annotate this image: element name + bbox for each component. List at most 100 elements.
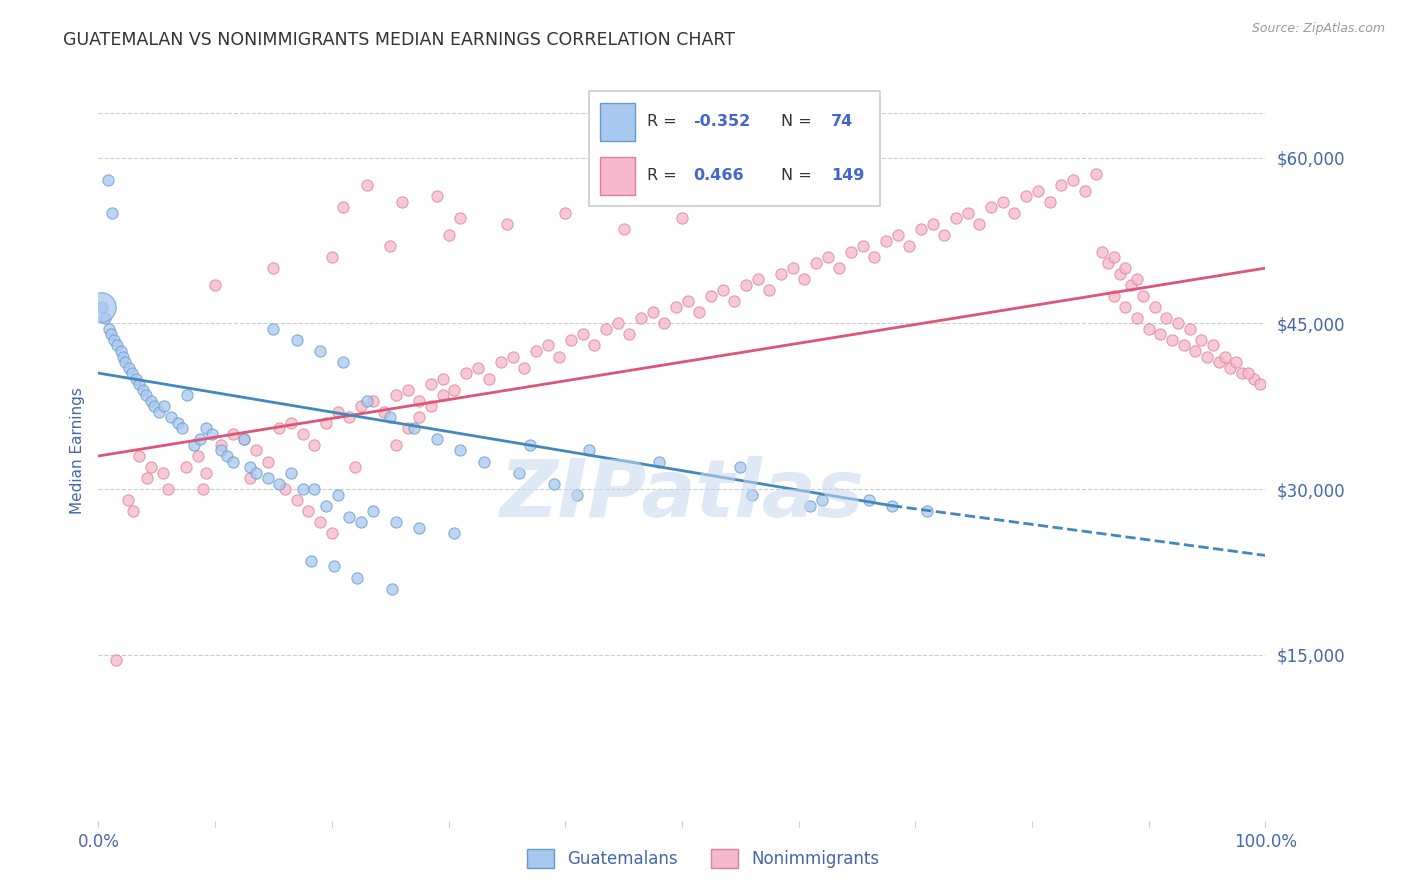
Point [519, 438, 541, 452]
Point [735, 277, 758, 292]
Point [396, 383, 419, 397]
Point [852, 239, 875, 253]
Point [118, 360, 141, 375]
Point [201, 426, 224, 441]
Point [157, 482, 180, 496]
Point [1202, 338, 1225, 352]
Point [432, 371, 454, 385]
Point [548, 350, 571, 364]
Point [898, 239, 921, 253]
Point [647, 454, 669, 468]
Y-axis label: Median Earnings: Median Earnings [69, 387, 84, 514]
Point [1026, 184, 1049, 198]
Point [1114, 300, 1136, 314]
Point [730, 460, 752, 475]
Point [103, 333, 125, 347]
Point [804, 255, 827, 269]
Point [187, 449, 209, 463]
Point [560, 333, 582, 347]
Point [128, 449, 150, 463]
Point [583, 338, 606, 352]
Point [159, 410, 181, 425]
Point [332, 200, 354, 214]
Point [321, 526, 343, 541]
Point [956, 206, 979, 220]
Point [132, 383, 155, 397]
Point [373, 405, 395, 419]
Point [176, 388, 198, 402]
Point [321, 250, 343, 264]
Point [309, 516, 332, 530]
Point [921, 217, 943, 231]
Point [420, 377, 443, 392]
Point [758, 283, 780, 297]
Point [90, 300, 112, 314]
Point [1154, 310, 1177, 325]
Point [630, 310, 652, 325]
Point [945, 211, 967, 226]
Point [233, 433, 256, 447]
Point [337, 410, 360, 425]
Point [183, 438, 205, 452]
Point [1167, 317, 1189, 331]
Point [863, 250, 886, 264]
Point [385, 516, 408, 530]
Point [139, 393, 162, 408]
Point [1085, 167, 1108, 181]
Point [606, 317, 628, 331]
Point [858, 493, 880, 508]
Point [110, 344, 132, 359]
Point [280, 466, 302, 480]
Point [356, 178, 378, 193]
Point [239, 471, 262, 485]
Point [323, 559, 346, 574]
Point [297, 504, 319, 518]
Point [148, 405, 170, 419]
Point [326, 405, 349, 419]
Point [1219, 360, 1241, 375]
Point [233, 433, 256, 447]
Point [245, 466, 267, 480]
Point [262, 322, 284, 336]
Point [337, 509, 360, 524]
Point [443, 526, 465, 541]
Point [344, 460, 367, 475]
Point [408, 393, 430, 408]
Text: GUATEMALAN VS NONIMMIGRANTS MEDIAN EARNINGS CORRELATION CHART: GUATEMALAN VS NONIMMIGRANTS MEDIAN EARNI… [63, 31, 735, 49]
Point [396, 421, 419, 435]
Point [711, 283, 734, 297]
Point [1097, 255, 1119, 269]
Point [152, 399, 174, 413]
Point [139, 460, 162, 475]
Point [1137, 322, 1160, 336]
Point [980, 200, 1002, 214]
Point [269, 476, 291, 491]
Point [381, 582, 404, 596]
Point [194, 466, 217, 480]
Point [443, 383, 465, 397]
Point [111, 350, 134, 364]
Point [274, 482, 297, 496]
Point [578, 443, 600, 458]
Point [174, 460, 197, 475]
Point [817, 250, 839, 264]
Point [1208, 355, 1230, 369]
Point [665, 300, 688, 314]
Point [537, 338, 560, 352]
Point [256, 454, 278, 468]
Point [723, 294, 745, 309]
Point [97, 322, 120, 336]
Point [688, 305, 710, 319]
Point [90, 300, 112, 314]
Point [280, 416, 302, 430]
Point [350, 516, 373, 530]
Point [291, 482, 314, 496]
Point [1184, 344, 1206, 359]
Point [380, 410, 402, 425]
Point [1143, 300, 1166, 314]
Point [472, 454, 495, 468]
Point [309, 344, 332, 359]
Point [117, 493, 139, 508]
Point [1178, 322, 1201, 336]
Point [1038, 194, 1060, 209]
